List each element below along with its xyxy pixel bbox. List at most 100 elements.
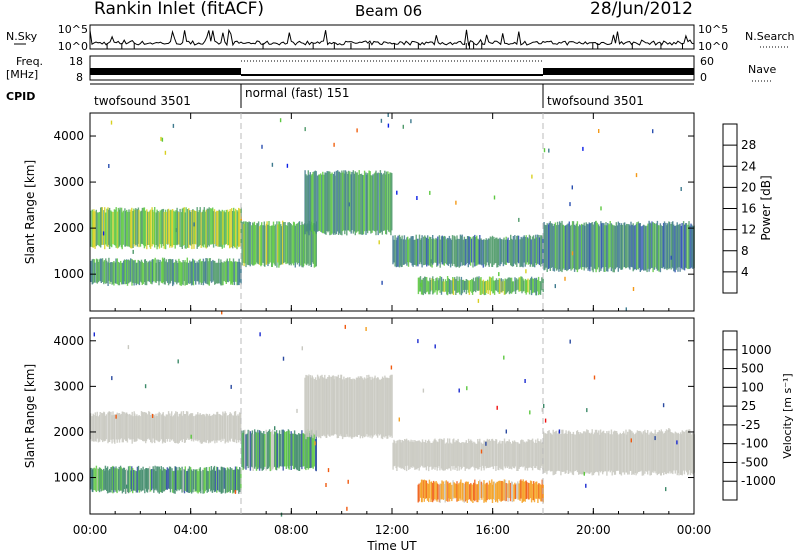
echo-column xyxy=(420,442,423,466)
echo-column xyxy=(310,221,312,267)
echo-column xyxy=(98,259,100,281)
echo-column xyxy=(457,484,459,502)
echo-column xyxy=(377,172,379,236)
echo-column xyxy=(526,482,528,499)
echo-column xyxy=(424,439,427,468)
echo-column xyxy=(208,258,210,286)
echo-column xyxy=(541,479,543,502)
echo-column xyxy=(261,432,263,471)
echo-column xyxy=(417,238,419,267)
echo-column xyxy=(219,470,221,493)
echo-point xyxy=(477,298,480,303)
echo-column xyxy=(477,277,479,291)
echo-column xyxy=(354,379,356,437)
echo-column xyxy=(377,377,379,434)
echo-point xyxy=(381,280,383,285)
echo-column xyxy=(178,413,180,443)
echo-column xyxy=(434,239,436,263)
echo-column xyxy=(265,429,267,471)
echo-column xyxy=(249,431,252,471)
echo-column xyxy=(218,414,220,441)
power-colorbar-label: Power [dB] xyxy=(759,175,773,240)
echo-column xyxy=(230,413,233,439)
echo-column xyxy=(648,220,650,272)
echo-column xyxy=(268,429,271,467)
echo-column xyxy=(507,277,510,292)
echo-column xyxy=(264,225,266,267)
echo-column xyxy=(638,430,641,472)
echo-column xyxy=(466,481,468,503)
echo-column xyxy=(469,280,472,292)
echo-column xyxy=(239,262,241,283)
x-tick-label: 04:00 xyxy=(173,523,208,537)
echo-column xyxy=(482,482,484,498)
echo-column xyxy=(155,212,157,245)
echo-point xyxy=(144,384,147,389)
echo-column xyxy=(178,466,180,491)
colorbar-tick-label: 100 xyxy=(741,380,764,394)
echo-column xyxy=(112,411,114,440)
echo-column xyxy=(324,172,326,235)
colorbar-tick-label: 500 xyxy=(741,362,764,376)
echo-column xyxy=(116,258,118,284)
echo-column xyxy=(104,207,106,250)
echo-column xyxy=(678,224,680,268)
echo-column xyxy=(310,175,312,232)
echo-column xyxy=(173,470,175,494)
echo-point xyxy=(132,249,134,254)
echo-point xyxy=(172,123,175,128)
echo-point xyxy=(665,487,667,492)
echo-column xyxy=(527,482,530,500)
echo-column xyxy=(619,432,621,475)
echo-column xyxy=(650,223,652,269)
echo-column xyxy=(474,483,477,500)
echo-point xyxy=(347,479,349,484)
echo-column xyxy=(502,481,504,501)
echo-column xyxy=(532,484,534,501)
echo-column xyxy=(192,259,195,286)
echo-column xyxy=(200,471,202,494)
echo-column xyxy=(687,431,689,476)
echo-column xyxy=(552,225,554,271)
echo-column xyxy=(537,276,540,296)
echo-column xyxy=(495,439,498,466)
echo-column xyxy=(184,212,186,249)
echo-column xyxy=(434,482,436,500)
echo-column xyxy=(409,441,411,469)
echo-column xyxy=(687,429,690,475)
echo-column xyxy=(481,484,483,500)
echo-column xyxy=(216,210,218,246)
echo-column xyxy=(201,211,204,246)
echo-column xyxy=(139,261,142,282)
echo-column xyxy=(206,470,208,493)
echo-column xyxy=(409,238,411,263)
echo-column xyxy=(294,225,296,268)
echo-column xyxy=(496,481,499,503)
echo-column xyxy=(461,279,464,294)
echo-column xyxy=(463,236,466,266)
echo-column xyxy=(460,235,462,263)
echo-column xyxy=(142,262,145,284)
echo-column xyxy=(211,208,213,245)
echo-column xyxy=(262,225,264,263)
echo-column xyxy=(394,235,396,267)
echo-column xyxy=(189,413,192,439)
echo-column xyxy=(618,222,621,269)
echo-column xyxy=(413,239,415,265)
echo-column xyxy=(511,281,514,293)
echo-column xyxy=(144,469,146,494)
echo-column xyxy=(478,441,480,470)
echo-column xyxy=(185,262,187,285)
echo-column xyxy=(370,175,372,234)
echo-column xyxy=(478,239,480,264)
echo-column xyxy=(523,280,525,292)
freq-strip: Freq. [MHz] 18 8 60 0 Nave xyxy=(6,55,776,84)
echo-column xyxy=(600,432,603,472)
echo-column xyxy=(524,480,526,502)
echo-column xyxy=(229,412,231,442)
echo-column xyxy=(442,481,444,500)
echo-column xyxy=(140,468,142,492)
echo-column xyxy=(216,466,218,493)
echo-column xyxy=(146,209,148,250)
echo-column xyxy=(498,442,500,471)
